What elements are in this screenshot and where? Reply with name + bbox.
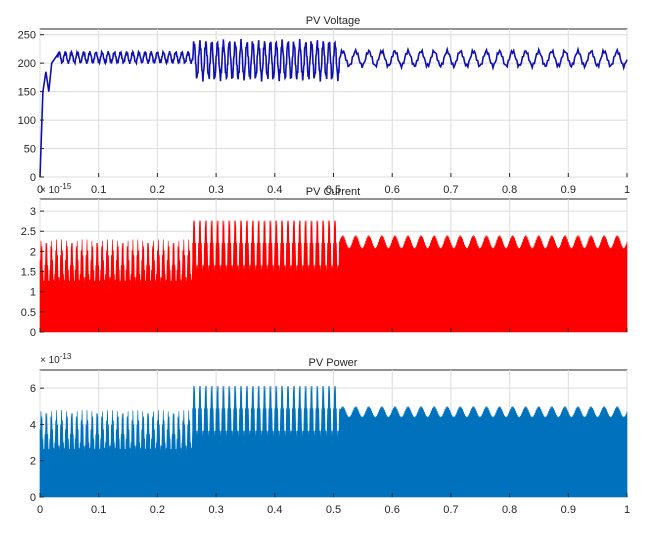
voltage-x-tick-label: 0.4 (267, 184, 282, 196)
power-x-tick-label: 0.9 (561, 504, 576, 516)
voltage-x-tick-label: 0.7 (443, 184, 458, 196)
power-title: PV Power (309, 357, 358, 369)
power-x-tick-label: 0.5 (326, 504, 341, 516)
power-x-tick-label: 0 (37, 504, 43, 516)
current-series (39, 220, 628, 333)
power-y-tick-label: 0 (30, 492, 36, 504)
current-y-tick-label: 0 (30, 327, 36, 339)
voltage-x-tick-label: 0.1 (91, 184, 106, 196)
power-x-tick-label: 1 (624, 504, 630, 516)
power-y-ticks: 0 2 4 6 (30, 383, 44, 504)
voltage-x-tick-label: 0.9 (561, 184, 576, 196)
power-y-tick-label: 6 (30, 383, 36, 395)
current-y-tick-label: 1 (30, 287, 36, 299)
current-y-exponent: × 10-15 (40, 182, 72, 196)
current-panel: 0 0.5 1 1.5 2 2.5 3 PV Current × 10-15 (21, 182, 628, 339)
power-y-exponent: × 10-13 (40, 352, 72, 366)
voltage-y-tick-label: 100 (18, 115, 36, 127)
current-series-area (39, 220, 628, 333)
voltage-series (39, 38, 628, 178)
voltage-x-tick-label: 0.3 (208, 184, 223, 196)
voltage-x-tick-label: 0 (37, 184, 43, 196)
voltage-x-tick-label: 1 (624, 184, 630, 196)
power-exponent-power: -13 (60, 352, 72, 361)
voltage-y-tick-label: 250 (18, 30, 36, 42)
voltage-grid (39, 29, 628, 178)
voltage-x-ticks: 0 0.1 0.2 0.3 0.4 0.5 0.6 0.7 0.8 0.9 1 (37, 173, 630, 196)
power-x-tick-label: 0.1 (91, 504, 106, 516)
power-panel: 0 2 4 6 0 0.1 0.2 0.3 0.4 0.5 0.6 0.7 0.8 0.9 1 PV Po… (30, 352, 630, 516)
voltage-y-tick-label: 150 (18, 87, 36, 99)
current-y-tick-label: 2 (30, 246, 36, 258)
voltage-x-tick-label: 0.6 (385, 184, 400, 196)
current-y-tick-label: 1.5 (21, 267, 36, 279)
voltage-y-tick-label: 0 (30, 172, 36, 184)
voltage-series-line (39, 38, 628, 178)
power-x-tick-label: 0.2 (150, 504, 165, 516)
power-series (39, 386, 628, 498)
current-x-ticks (39, 328, 628, 332)
power-x-tick-label: 0.7 (443, 504, 458, 516)
power-series-area (39, 386, 628, 498)
current-y-ticks: 0 0.5 1 1.5 2 2.5 3 (21, 206, 44, 339)
power-exponent-base: × 10 (40, 355, 60, 366)
power-y-tick-label: 2 (30, 456, 36, 468)
voltage-x-tick-label: 0.5 (326, 184, 341, 196)
voltage-y-tick-label: 50 (24, 144, 36, 156)
current-title: PV Current (306, 186, 360, 198)
current-exponent-power: -15 (60, 182, 72, 191)
voltage-x-tick-label: 0.2 (150, 184, 165, 196)
voltage-y-ticks: 0 50 100 150 200 250 (18, 30, 44, 184)
power-y-tick-label: 4 (30, 419, 36, 431)
current-y-tick-label: 2.5 (21, 226, 36, 238)
power-x-ticks: 0 0.1 0.2 0.3 0.4 0.5 0.6 0.7 0.8 0.9 1 (37, 493, 630, 516)
voltage-y-tick-label: 200 (18, 58, 36, 70)
power-x-tick-label: 0.6 (385, 504, 400, 516)
current-y-tick-label: 0.5 (21, 307, 36, 319)
voltage-x-tick-label: 0.8 (502, 184, 517, 196)
power-x-tick-label: 0.8 (502, 504, 517, 516)
voltage-title: PV Voltage (306, 15, 360, 27)
current-exponent-base: × 10 (40, 185, 60, 196)
voltage-panel: 0 50 100 150 200 250 0 0.1 0.2 0.3 0.4 0.5 0.6 0.7 0.… (18, 15, 630, 196)
power-x-tick-label: 0.3 (208, 504, 223, 516)
power-x-tick-label: 0.4 (267, 504, 282, 516)
current-y-tick-label: 3 (30, 206, 36, 218)
